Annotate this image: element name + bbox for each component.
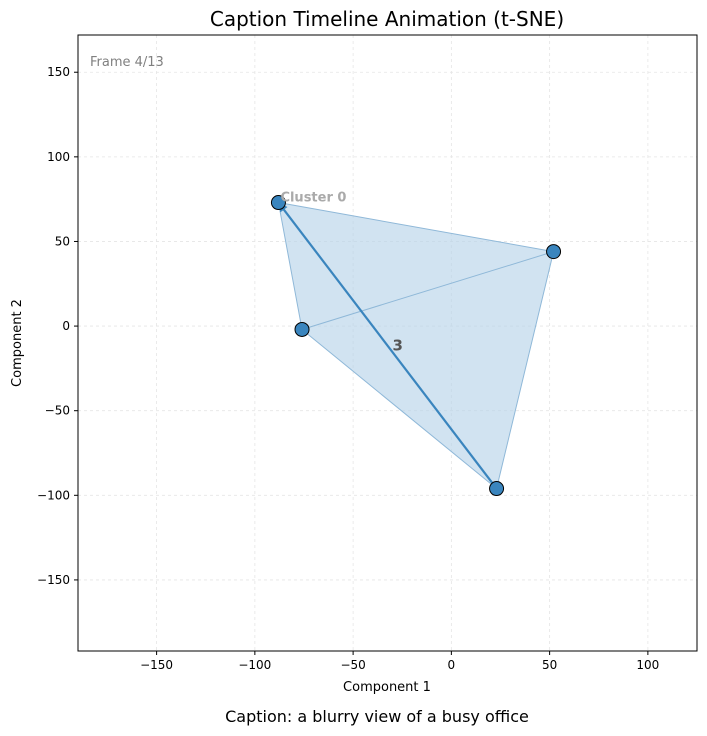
x-tick-label: 100 [636, 658, 659, 672]
x-tick-label: −150 [140, 658, 173, 672]
trajectory-line [301, 251, 554, 330]
cluster-label: Cluster 0 [280, 191, 346, 206]
y-tick-label: −100 [37, 488, 70, 502]
y-tick-label: 150 [47, 65, 70, 79]
x-tick-label: 50 [542, 658, 557, 672]
labels-layer: Cluster 0 3 [280, 191, 402, 355]
x-ticks: −150 −100 −50 0 50 100 [140, 651, 659, 672]
data-point [270, 195, 286, 211]
caption-text: Caption: a blurry view of a busy office [225, 707, 529, 726]
frame-label: Frame 4/13 [90, 55, 164, 70]
trajectory-arrow [277, 201, 498, 490]
grid [78, 35, 697, 651]
data-point [294, 321, 310, 337]
x-axis-label: Component 1 [343, 680, 431, 695]
plot-frame [77, 34, 698, 652]
chart-title: Caption Timeline Animation (t-SNE) [210, 7, 564, 31]
y-tick-label: 50 [55, 234, 70, 248]
y-tick-label: −50 [45, 404, 70, 418]
arrow-step-label: 3 [393, 337, 403, 355]
x-tick-label: −50 [340, 658, 365, 672]
y-ticks: −150 −100 −50 0 50 100 150 [37, 65, 78, 587]
hull-layer [277, 201, 555, 490]
y-tick-label: 100 [47, 150, 70, 164]
data-point [546, 244, 562, 260]
y-tick-label: 0 [62, 319, 70, 333]
y-tick-label: −150 [37, 573, 70, 587]
cluster-hull [277, 201, 555, 490]
data-point [489, 481, 505, 497]
x-tick-label: 0 [448, 658, 456, 672]
y-axis-label: Component 2 [10, 299, 25, 387]
points-layer [270, 195, 562, 497]
x-tick-label: −100 [238, 658, 271, 672]
